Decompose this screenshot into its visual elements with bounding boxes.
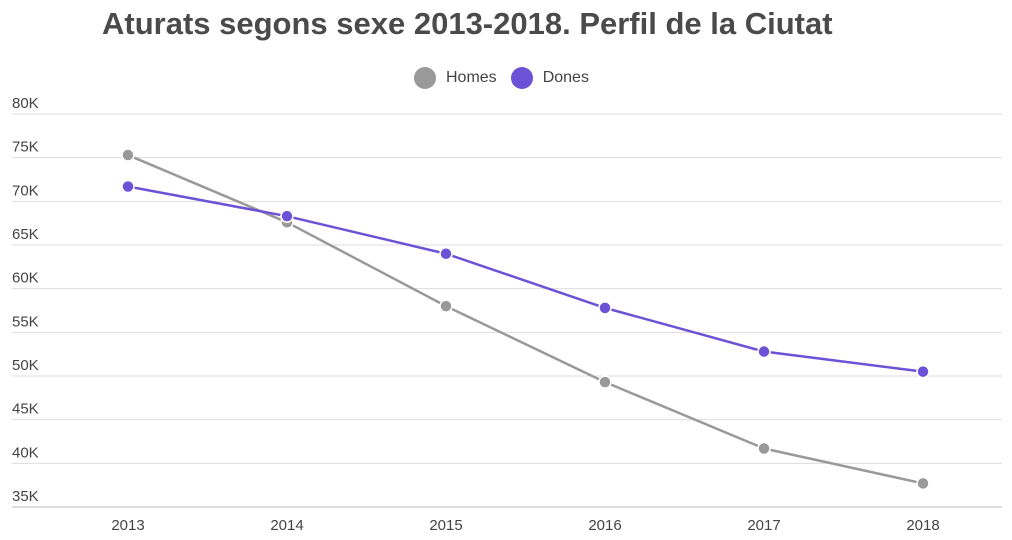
data-point-dones[interactable]	[280, 209, 294, 223]
y-tick-label: 45K	[12, 401, 39, 418]
data-point-homes[interactable]	[757, 441, 771, 456]
data-point-dones[interactable]	[757, 344, 771, 359]
y-tick-label: 35K	[12, 488, 39, 505]
x-tick-label: 2017	[747, 517, 780, 534]
series-line-homes	[127, 153, 924, 485]
y-tick-label: 75K	[12, 139, 39, 156]
series-line-dones	[127, 185, 924, 373]
x-tick-label: 2016	[588, 517, 621, 534]
data-point-dones[interactable]	[598, 301, 612, 315]
y-tick-label: 50K	[12, 357, 39, 374]
x-tick-label: 2014	[270, 517, 303, 534]
x-tick-label: 2015	[429, 517, 462, 534]
y-tick-label: 40K	[12, 444, 39, 461]
data-point-dones[interactable]	[916, 364, 930, 379]
x-tick-label: 2018	[906, 517, 939, 534]
y-tick-label: 60K	[12, 270, 39, 287]
y-tick-label: 55K	[12, 313, 39, 330]
chart-title: Aturats segons sexe 2013-2018. Perfil de…	[102, 6, 833, 41]
data-point-dones[interactable]	[121, 179, 135, 194]
legend-swatch-dones	[510, 67, 533, 89]
data-point-homes[interactable]	[439, 299, 453, 313]
data-point-homes[interactable]	[598, 375, 612, 389]
legend: Homes Dones	[414, 64, 603, 92]
legend-item-dones[interactable]: Dones	[510, 67, 589, 89]
legend-label-dones: Dones	[542, 69, 589, 86]
data-point-homes[interactable]	[916, 476, 930, 491]
data-point-dones[interactable]	[439, 246, 453, 261]
legend-swatch-homes	[414, 67, 436, 89]
legend-label-homes: Homes	[446, 69, 497, 86]
y-tick-label: 80K	[12, 95, 39, 112]
legend-item-homes[interactable]: Homes	[414, 67, 497, 89]
y-tick-label: 70K	[12, 182, 39, 199]
x-tick-label: 2013	[111, 517, 144, 534]
data-point-homes[interactable]	[121, 148, 135, 162]
y-tick-label: 65K	[12, 226, 39, 243]
